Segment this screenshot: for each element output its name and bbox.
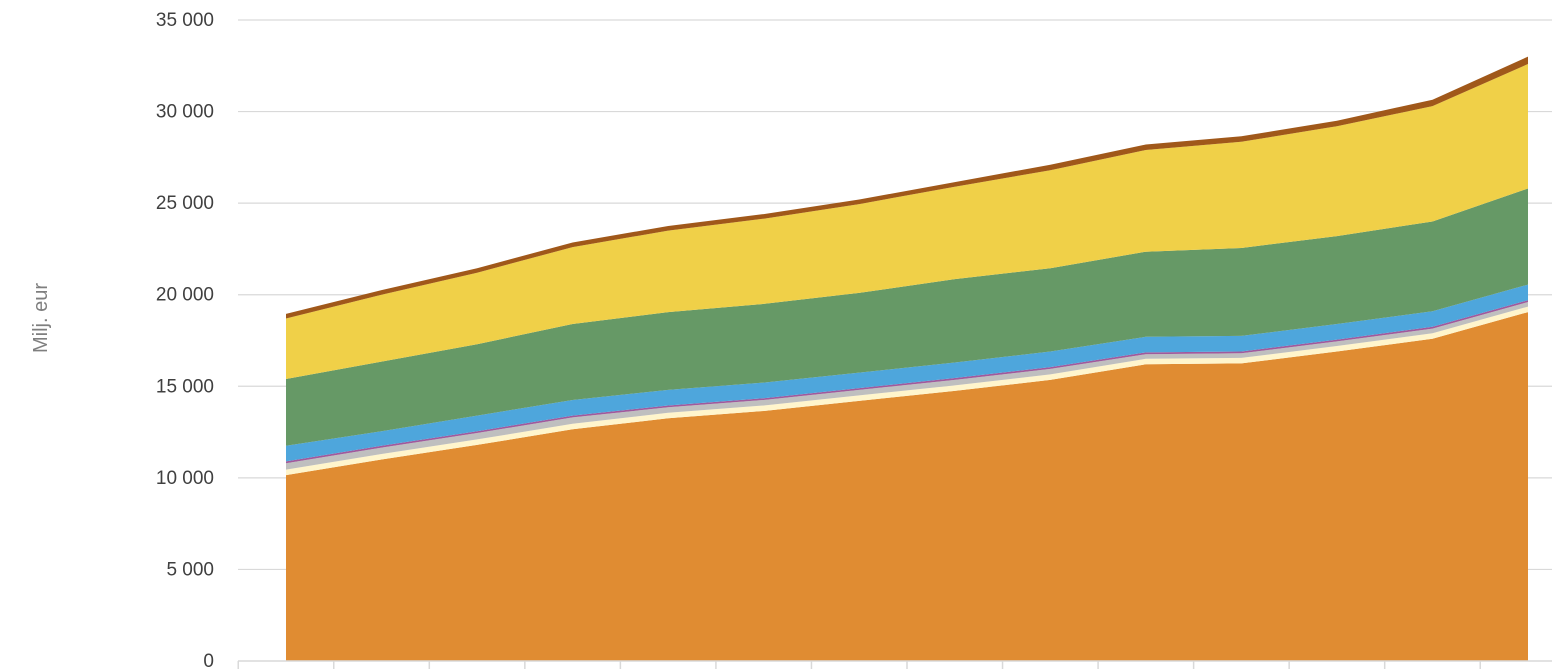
- y-axis-tick-labels: 0 5 000 10 000 15 000 20 000 25 000 30 000 35 0…: [156, 10, 214, 669]
- y-tick-label: 10 000: [156, 468, 214, 489]
- series-area-2: [286, 306, 1528, 476]
- series-area-6: [286, 188, 1528, 446]
- series-area-5: [286, 284, 1528, 462]
- series-area-1: [286, 312, 1528, 661]
- y-tick-label: 30 000: [156, 102, 214, 123]
- y-tick-label: 15 000: [156, 376, 214, 397]
- y-axis-title: Milj. eur: [30, 283, 52, 353]
- x-axis: [237, 660, 1552, 669]
- y-tick-label: 20 000: [156, 285, 214, 306]
- series-areas: [286, 56, 1528, 661]
- y-tick-label: 5 000: [166, 559, 214, 580]
- series-area-7: [286, 64, 1528, 379]
- y-tick-label: 25 000: [156, 193, 214, 214]
- y-tick-label: 0: [203, 651, 214, 669]
- y-tick-label: 35 000: [156, 10, 214, 31]
- series-area-3: [286, 302, 1528, 470]
